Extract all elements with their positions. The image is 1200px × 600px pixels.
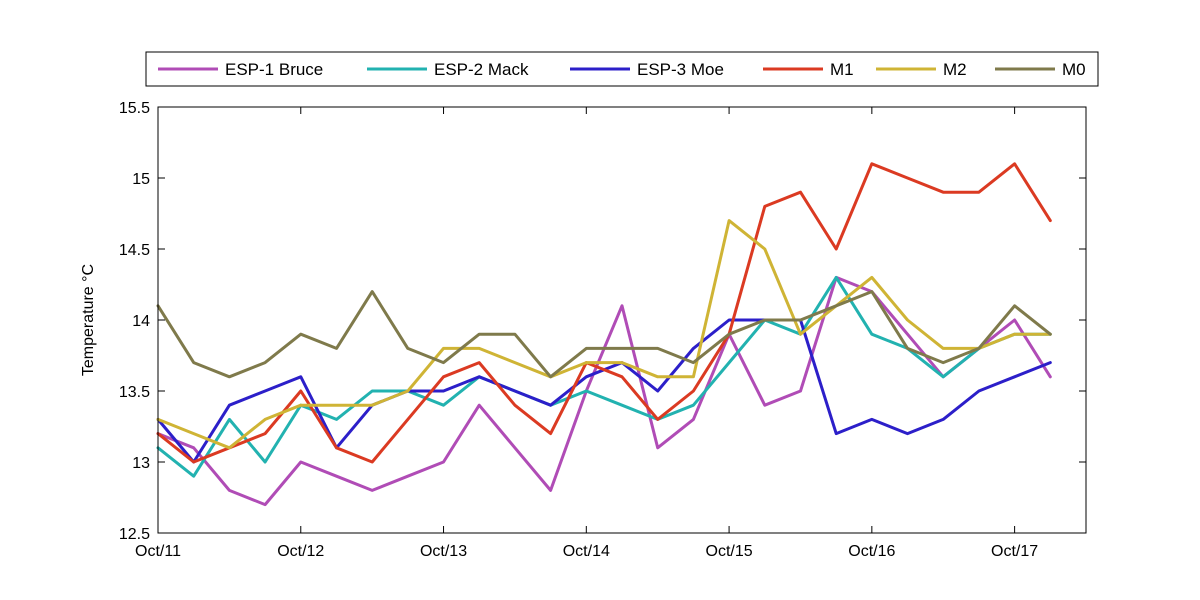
legend-entry-2: ESP-2 Mack [434, 60, 529, 79]
y-tick-label: 12.5 [119, 526, 150, 543]
legend-entry-6: M0 [1062, 60, 1086, 79]
series-line-5 [156, 219, 1052, 450]
x-tick-label: Oct/16 [848, 543, 895, 560]
x-tick-label: Oct/11 [135, 543, 181, 560]
x-tick-label: Oct/17 [991, 543, 1038, 560]
series-layer [156, 162, 1052, 507]
y-axis-label: Temperature °C [80, 264, 97, 376]
y-tick-label: 13 [132, 455, 150, 472]
x-tick-label: Oct/13 [420, 543, 467, 560]
legend-entry-5: M2 [943, 60, 967, 79]
series-line-6 [156, 290, 1052, 379]
y-tick-label: 13.5 [119, 384, 150, 401]
y-tick-label: 14 [132, 313, 150, 330]
plot-frame [157, 106, 1087, 534]
x-tick-label: Oct/15 [706, 543, 753, 560]
x-tick-label: Oct/14 [563, 543, 610, 560]
x-tick-label: Oct/12 [277, 543, 324, 560]
axes-layer: Oct/11 Oct/12 Oct/13 Oct/14 Oct/15 Oct/16 Oct/… [119, 100, 1086, 560]
series-line-4 [156, 162, 1052, 464]
y-tick-label: 15 [132, 171, 150, 188]
legend-entry-3: ESP-3 Moe [637, 60, 724, 79]
series-line-1 [156, 275, 1052, 507]
y-tick-label: 15.5 [119, 100, 150, 117]
y-tick-label: 14.5 [119, 242, 150, 259]
legend-entry-4: M1 [830, 60, 854, 79]
legend: ESP-1 Bruce ESP-2 Mack ESP-3 Moe M1 M2 M0 [145, 51, 1099, 87]
legend-entry-1: ESP-1 Bruce [225, 60, 323, 79]
series-line-2 [156, 275, 1052, 478]
